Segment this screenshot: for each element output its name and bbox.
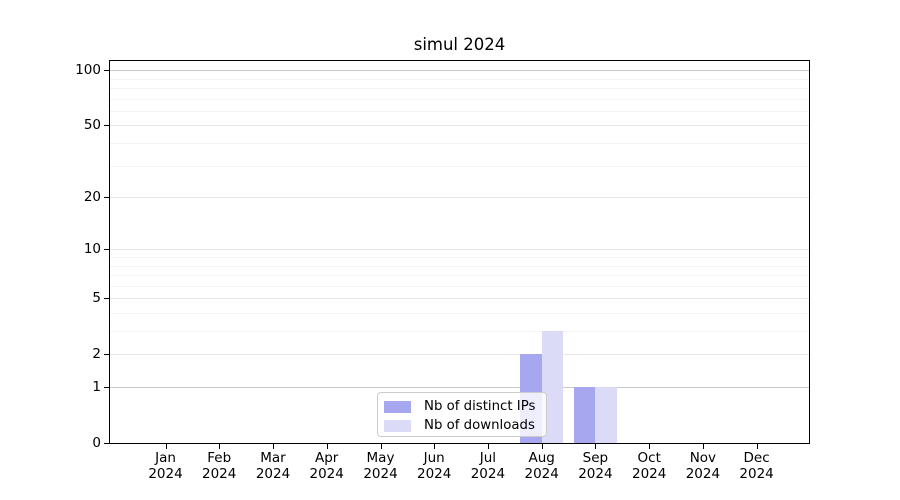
x-tick-label: Dec 2024 [739,450,774,482]
chart-title: simul 2024 [413,35,506,54]
x-tick [219,444,221,449]
y-tick-label: 0 [92,435,101,451]
gridline-minor [110,165,809,167]
y-tick-label: 20 [83,189,101,205]
bar-downloads [595,387,617,443]
y-tick [104,70,110,72]
gridline-minor [110,285,809,287]
gridline-minor [110,87,809,89]
legend: Nb of distinct IPs Nb of downloads [377,392,547,437]
x-tick [273,444,274,449]
y-tick [104,387,110,388]
x-tick [595,444,597,449]
bar-downloads [541,331,564,443]
x-tick-label: Mar 2024 [255,450,291,482]
x-tick [326,444,328,449]
x-tick-label: Sep 2024 [578,450,613,482]
gridline-minor [110,312,809,314]
x-tick [434,444,436,449]
legend-label-distinct-ips: Nb of distinct IPs [424,399,536,414]
gridline-minor [110,142,809,144]
gridline-minor [110,110,809,112]
legend-item-downloads: Nb of downloads [384,416,546,435]
legend-swatch-downloads [384,419,411,432]
x-tick [756,444,758,449]
x-tick [487,444,489,449]
gridline-major [110,354,809,356]
y-tick-label: 10 [83,241,101,258]
y-tick [104,354,110,356]
legend-label-downloads: Nb of downloads [424,418,535,433]
x-tick-label: Jan 2024 [148,450,183,482]
x-tick [165,444,167,449]
x-tick-label: Jun 2024 [417,450,452,482]
legend-item-distinct-ips: Nb of distinct IPs [384,397,546,416]
y-tick-label: 5 [92,290,101,307]
gridline-minor [110,78,809,80]
gridline-minor [110,98,809,100]
gridline-major [110,387,809,388]
x-tick [649,444,651,449]
y-tick-label: 2 [92,346,101,363]
gridline-minor [110,331,809,332]
y-tick [104,298,110,300]
x-tick-label: Aug 2024 [524,450,559,482]
x-tick [380,444,382,449]
y-tick [104,443,110,444]
gridline-minor [110,265,809,267]
gridline-minor [110,275,809,276]
y-tick-label: 50 [83,117,101,134]
y-tick-label: 100 [75,62,101,79]
x-tick-label: Apr 2024 [309,450,344,482]
x-tick [541,444,543,449]
x-tick-label: Feb 2024 [202,450,237,482]
x-tick-label: Jul 2024 [470,450,506,482]
bar-distinct-ips [573,387,596,443]
gridline-major [110,70,809,72]
gridline-major [110,249,809,251]
x-tick-label: May 2024 [363,450,398,482]
legend-swatch-distinct-ips [384,400,411,413]
gridline-major [110,298,809,300]
plot-area [109,60,810,444]
gridline-minor [110,256,809,258]
y-tick [104,125,110,127]
x-tick-label: Oct 2024 [632,450,667,482]
gridline-major [110,197,809,198]
x-tick-label: Nov 2024 [685,450,721,482]
y-tick [104,249,110,251]
x-tick [702,444,704,449]
y-tick-label: 1 [92,379,101,395]
gridline-major [110,125,809,127]
y-tick [104,197,110,198]
